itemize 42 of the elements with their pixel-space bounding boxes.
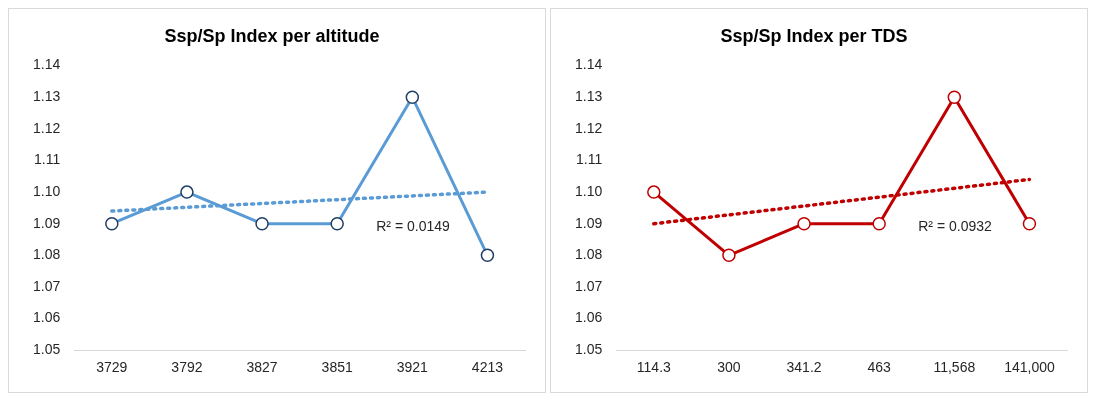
y-tick-label: 1.12 xyxy=(33,119,61,136)
x-tick-label: 3729 xyxy=(96,359,128,376)
y-tick-label: 1.07 xyxy=(33,277,61,294)
point xyxy=(1022,216,1037,231)
x-tick-label: 4213 xyxy=(471,359,504,376)
y-tick-label: 1.07 xyxy=(575,277,603,294)
y-tick-label: 1.13 xyxy=(33,88,61,105)
y-tick-label: 1.05 xyxy=(575,341,603,358)
x-tick-label: 3921 xyxy=(396,359,429,376)
y-tick-label: 1.05 xyxy=(33,341,61,358)
y-tick-label: 1.13 xyxy=(575,88,603,105)
y-tick-label: 1.14 xyxy=(33,56,61,73)
y-tick-label: 1.10 xyxy=(33,182,61,199)
point xyxy=(797,216,811,231)
point xyxy=(722,248,736,263)
x-tick-label: 300 xyxy=(717,359,741,376)
chart-title: Ssp/Sp Index per altitude xyxy=(164,25,380,46)
y-tick-label: 1.14 xyxy=(575,56,603,73)
point xyxy=(872,216,886,231)
y-tick-label: 1.06 xyxy=(33,309,61,326)
y-tick-label: 1.08 xyxy=(33,246,61,263)
chart-title: Ssp/Sp Index per TDS xyxy=(720,25,908,46)
y-tick-label: 1.09 xyxy=(575,214,603,231)
y-tick-label: 1.11 xyxy=(34,151,61,168)
y-tick-label: 1.11 xyxy=(576,151,603,168)
y-tick-label: 1.12 xyxy=(575,119,603,136)
x-tick-label: 11,568 xyxy=(933,359,976,376)
x-tick-label: 341.2 xyxy=(786,359,822,376)
x-tick-label: 141,000 xyxy=(1004,359,1055,376)
y-tick-label: 1.08 xyxy=(575,246,603,263)
point xyxy=(647,185,661,199)
y-tick-label: 1.09 xyxy=(33,214,61,231)
x-tick-label: 114.3 xyxy=(636,359,672,376)
x-tick-label: 3827 xyxy=(246,359,278,376)
y-tick-label: 1.10 xyxy=(575,182,603,199)
x-tick-label: 463 xyxy=(867,359,892,376)
y-tick-label: 1.06 xyxy=(575,309,603,326)
annotation: R² = 0.0932 xyxy=(918,217,993,234)
point xyxy=(947,90,962,104)
annotation: R² = 0.0149 xyxy=(376,217,451,234)
x-tick-label: 3792 xyxy=(171,359,203,376)
x-tick-label: 3851 xyxy=(321,359,353,376)
